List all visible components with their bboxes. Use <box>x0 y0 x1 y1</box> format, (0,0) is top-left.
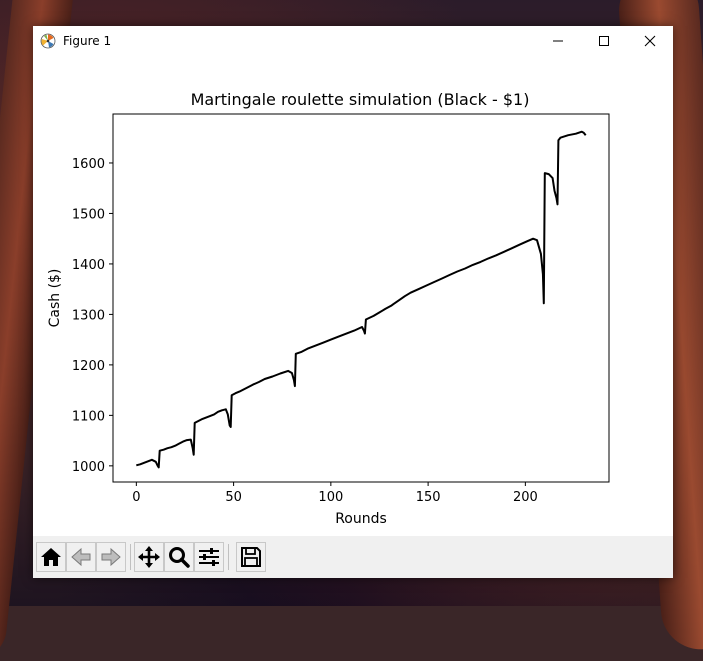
forward-button[interactable] <box>96 542 126 572</box>
x-tick-label: 200 <box>513 490 538 505</box>
close-icon <box>644 35 656 47</box>
close-button[interactable] <box>627 26 673 56</box>
move-icon <box>138 546 160 568</box>
x-tick-label: 150 <box>416 490 441 505</box>
maximize-button[interactable] <box>581 26 627 56</box>
toolbar-separator <box>228 544 229 570</box>
sliders-icon <box>199 548 219 566</box>
zoom-button[interactable] <box>164 542 194 572</box>
chart-title: Martingale roulette simulation (Black - … <box>191 90 530 109</box>
y-tick-label: 1100 <box>72 409 105 424</box>
y-tick-label: 1500 <box>72 207 105 222</box>
figure-window: Figure 1 Martingale roulette simulation … <box>33 26 673 578</box>
configure-subplots-button[interactable] <box>194 542 224 572</box>
y-tick-label: 1200 <box>72 359 105 374</box>
y-axis-label: Cash ($) <box>47 269 63 328</box>
chart-canvas[interactable]: Martingale roulette simulation (Black - … <box>33 26 673 536</box>
arrow-left-icon <box>71 547 91 567</box>
y-tick-label: 1400 <box>72 258 105 273</box>
matplotlib-logo-icon <box>40 33 56 49</box>
x-tick-label: 50 <box>225 490 242 505</box>
y-tick-label: 1600 <box>72 157 105 172</box>
arrow-right-icon <box>101 547 121 567</box>
toolbar-separator <box>130 544 131 570</box>
pan-button[interactable] <box>134 542 164 572</box>
title-bar[interactable]: Figure 1 <box>33 26 673 56</box>
save-button[interactable] <box>236 542 266 572</box>
x-tick-label: 100 <box>318 490 343 505</box>
plot-area <box>112 113 610 483</box>
navigation-toolbar <box>33 536 673 578</box>
magnifier-icon <box>169 547 190 568</box>
back-button[interactable] <box>66 542 96 572</box>
y-tick-label: 1300 <box>72 308 105 323</box>
y-tick-label: 1000 <box>72 460 105 475</box>
home-icon <box>41 548 61 566</box>
window-title: Figure 1 <box>63 34 112 48</box>
y-axis-ticks: 1000 1100 1200 1300 1400 1500 1600 <box>72 157 113 475</box>
x-tick-label: 0 <box>132 490 140 505</box>
minimize-icon <box>553 40 563 42</box>
minimize-button[interactable] <box>535 26 581 56</box>
x-axis-label: Rounds <box>335 511 387 527</box>
home-button[interactable] <box>36 542 66 572</box>
series-line <box>136 130 587 469</box>
x-axis-ticks: 0 50 100 150 200 <box>132 482 538 505</box>
floppy-disk-icon <box>241 547 261 567</box>
maximize-icon <box>599 36 609 46</box>
